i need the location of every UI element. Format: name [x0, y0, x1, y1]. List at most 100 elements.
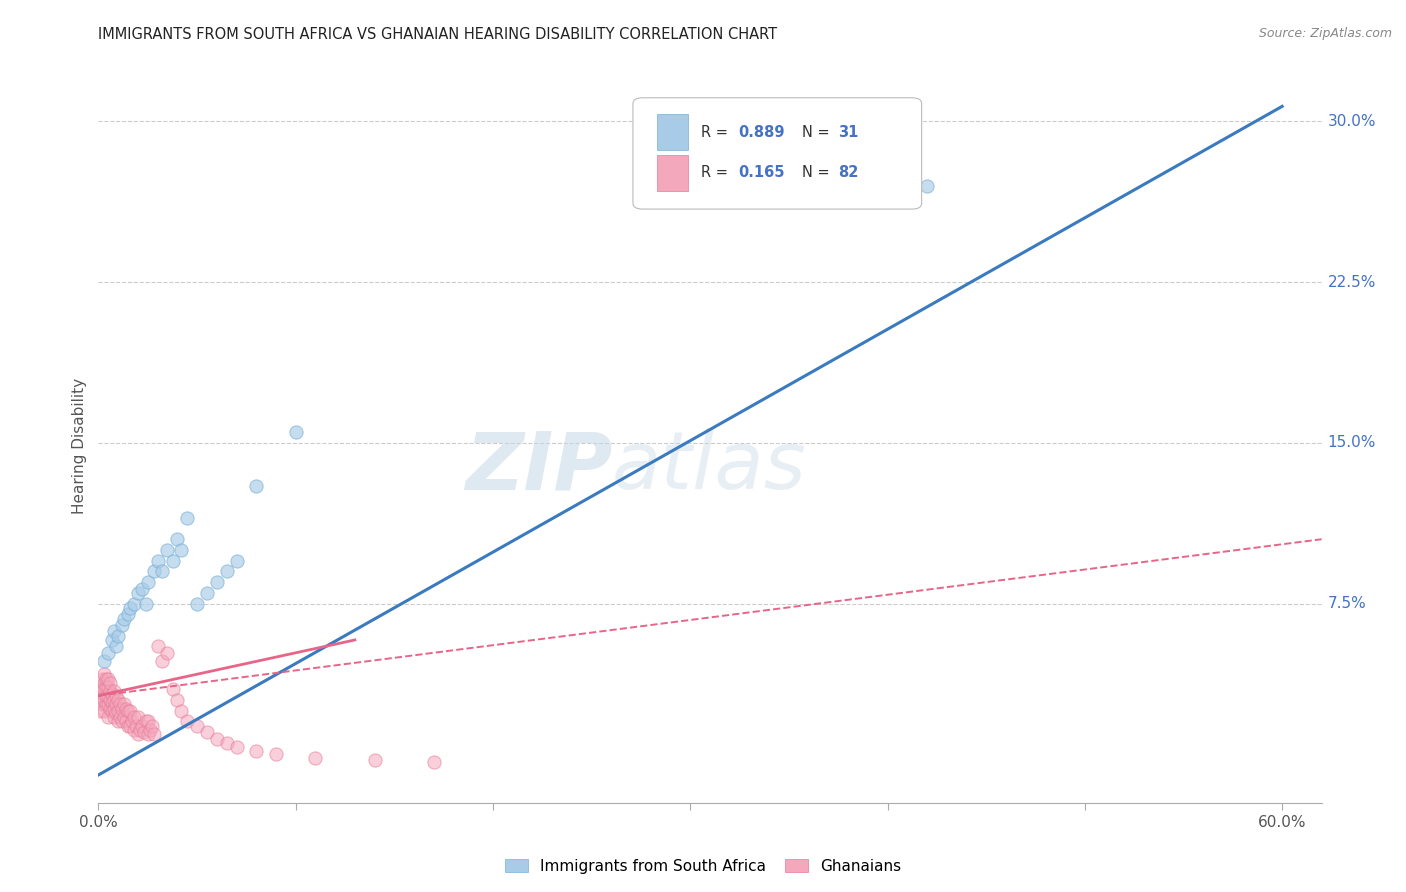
Point — [141, 719, 163, 733]
Text: ZIP: ZIP — [465, 428, 612, 507]
Point — [103, 701, 125, 715]
Point — [112, 710, 135, 724]
Point — [96, 672, 118, 686]
Text: 7.5%: 7.5% — [1327, 596, 1367, 611]
Point — [98, 675, 121, 690]
Text: 82: 82 — [838, 165, 859, 180]
Point — [97, 689, 120, 703]
Point — [127, 710, 149, 724]
Point — [118, 600, 141, 615]
Point — [136, 727, 159, 741]
Point — [91, 680, 114, 694]
Point — [128, 723, 150, 737]
Point — [97, 710, 120, 724]
Point — [105, 689, 128, 703]
Point — [156, 543, 179, 558]
Point — [205, 731, 228, 746]
Text: 15.0%: 15.0% — [1327, 435, 1376, 450]
Point — [115, 714, 138, 729]
Point — [142, 565, 165, 579]
Point — [111, 618, 134, 632]
Text: 30.0%: 30.0% — [1327, 114, 1376, 128]
Point — [111, 701, 134, 715]
Point — [162, 682, 184, 697]
Point — [176, 510, 198, 524]
Point — [97, 680, 120, 694]
Point — [127, 586, 149, 600]
Point — [135, 597, 157, 611]
Point — [122, 597, 145, 611]
Point — [121, 714, 143, 729]
Point — [423, 755, 446, 769]
Point — [97, 697, 120, 711]
Point — [93, 675, 115, 690]
Point — [162, 554, 184, 568]
Point — [89, 693, 111, 707]
Point — [146, 640, 169, 654]
Point — [245, 478, 267, 492]
Point — [93, 704, 115, 718]
Point — [146, 554, 169, 568]
Point — [117, 704, 139, 718]
Point — [245, 744, 267, 758]
Point — [98, 701, 121, 715]
Text: N =: N = — [801, 125, 834, 139]
Point — [132, 725, 155, 739]
Point — [122, 723, 145, 737]
Point — [117, 607, 139, 622]
Text: R =: R = — [702, 165, 733, 180]
Point — [93, 682, 115, 697]
Text: IMMIGRANTS FROM SOUTH AFRICA VS GHANAIAN HEARING DISABILITY CORRELATION CHART: IMMIGRANTS FROM SOUTH AFRICA VS GHANAIAN… — [98, 27, 778, 42]
Point — [138, 723, 160, 737]
Point — [112, 611, 135, 625]
Point — [89, 704, 111, 718]
Point — [91, 672, 114, 686]
Text: 0.165: 0.165 — [738, 165, 785, 180]
Point — [103, 710, 125, 724]
Point — [156, 646, 179, 660]
Text: atlas: atlas — [612, 428, 807, 507]
Point — [108, 710, 131, 724]
Point — [112, 697, 135, 711]
Point — [103, 693, 125, 707]
Point — [131, 582, 153, 596]
Point — [107, 704, 129, 718]
Legend: Immigrants from South Africa, Ghanaians: Immigrants from South Africa, Ghanaians — [499, 853, 907, 880]
Y-axis label: Hearing Disability: Hearing Disability — [72, 378, 87, 514]
Point — [166, 693, 188, 707]
Point — [225, 554, 247, 568]
Point — [136, 575, 159, 590]
Point — [264, 747, 287, 761]
Point — [170, 704, 193, 718]
Point — [131, 719, 153, 733]
Point — [166, 533, 188, 547]
Point — [97, 646, 120, 660]
Point — [127, 727, 149, 741]
Point — [101, 686, 124, 700]
Point — [107, 714, 129, 729]
Point — [118, 704, 141, 718]
Point — [195, 586, 218, 600]
Point — [186, 597, 208, 611]
Point — [91, 697, 114, 711]
Point — [225, 740, 247, 755]
Point — [176, 714, 198, 729]
Point — [118, 719, 141, 733]
FancyBboxPatch shape — [658, 114, 688, 150]
Point — [117, 719, 139, 733]
Text: N =: N = — [801, 165, 834, 180]
Point — [135, 714, 157, 729]
Point — [107, 629, 129, 643]
Point — [101, 632, 124, 647]
Point — [89, 682, 111, 697]
Point — [284, 425, 307, 439]
Text: R =: R = — [702, 125, 733, 139]
Text: 31: 31 — [838, 125, 859, 139]
Point — [108, 697, 131, 711]
Point — [363, 753, 385, 767]
Point — [96, 689, 118, 703]
Point — [304, 751, 326, 765]
Point — [93, 654, 115, 668]
Point — [97, 672, 120, 686]
Point — [105, 706, 128, 720]
